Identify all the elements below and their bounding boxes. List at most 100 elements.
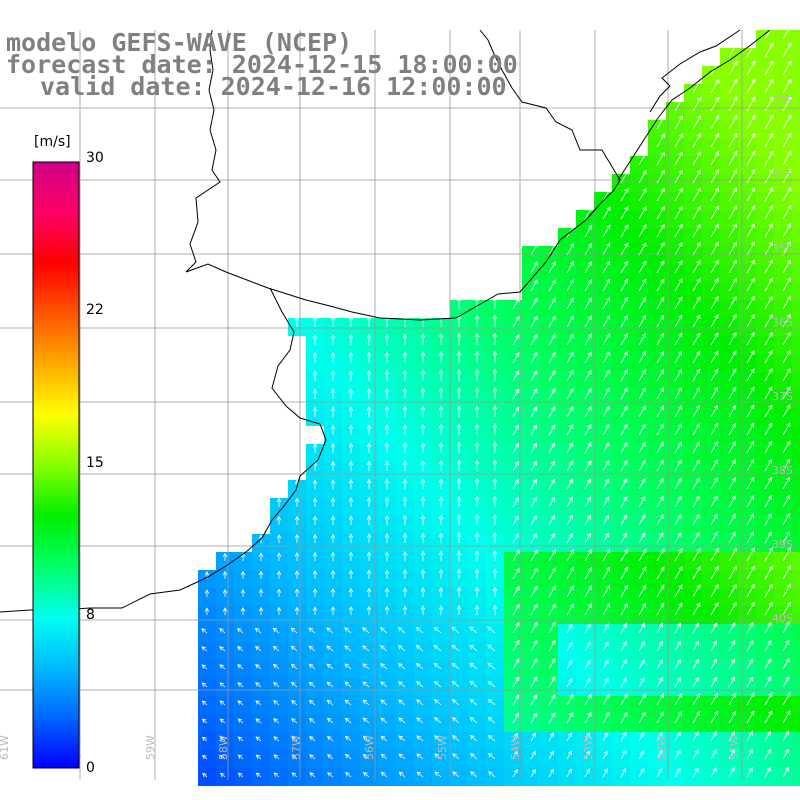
wind-arrow [548, 750, 554, 760]
wind-arrow [255, 736, 262, 742]
wind-arrow [584, 659, 591, 670]
latitude-label: 36S [772, 316, 793, 329]
wind-arrow [488, 771, 496, 778]
wind-arrow [674, 278, 683, 292]
wind-arrow [487, 644, 496, 652]
wind-arrow [366, 406, 372, 417]
wind-arrow [656, 584, 665, 598]
wind-arrow [204, 607, 210, 615]
model-title: modelo GEFS-WAVE (NCEP) [6, 28, 353, 57]
wind-arrow [656, 495, 664, 508]
wind-arrow [710, 350, 719, 364]
wind-arrow [656, 602, 665, 616]
wind-arrow [710, 296, 719, 310]
wind-arrow [584, 442, 592, 454]
wind-arrow [746, 313, 755, 328]
wind-arrow [782, 60, 792, 76]
wind-arrow [254, 645, 262, 652]
wind-arrow [656, 242, 665, 256]
wind-arrow [219, 736, 226, 742]
wind-arrow [584, 278, 592, 292]
wind-arrow [438, 369, 444, 381]
wind-arrow [728, 583, 737, 598]
wind-arrow [656, 350, 664, 364]
wind-arrow [456, 405, 462, 417]
wind-arrow [434, 753, 442, 760]
wind-arrow [692, 205, 701, 220]
wind-arrow [330, 587, 336, 597]
wind-arrow [348, 406, 354, 417]
wind-arrow [746, 601, 755, 616]
wind-arrow [728, 531, 736, 544]
wind-arrow [548, 496, 555, 508]
wind-arrow [764, 60, 774, 76]
wind-arrow [656, 169, 665, 184]
wind-arrow [402, 351, 408, 363]
wind-arrow [530, 333, 538, 346]
wind-arrow [566, 369, 574, 382]
wind-arrow [290, 663, 298, 670]
wind-arrow [398, 771, 406, 778]
wind-arrow [602, 278, 611, 292]
wind-arrow [255, 700, 262, 706]
wind-arrow [764, 531, 772, 544]
latitude-label: 34S [772, 168, 793, 181]
wind-arrow [692, 386, 701, 400]
field-cell [792, 696, 800, 714]
wind-arrow [584, 641, 591, 652]
wind-arrow [530, 657, 538, 670]
wind-arrow [656, 532, 664, 544]
wind-arrow [584, 585, 592, 598]
wind-arrow [398, 681, 406, 688]
wind-arrow [728, 547, 737, 562]
wind-arrow [273, 754, 280, 760]
wind-arrow [312, 515, 318, 525]
wind-arrow [530, 261, 538, 274]
wind-arrow [566, 693, 574, 706]
wind-arrow [638, 405, 646, 418]
wind-arrow [746, 114, 756, 130]
wind-arrow [746, 692, 755, 706]
wind-arrow [492, 550, 498, 561]
wind-arrow [451, 662, 460, 670]
wind-arrow [584, 496, 592, 508]
wind-arrow [620, 496, 628, 508]
wind-arrow [330, 606, 336, 615]
wind-arrow [620, 459, 628, 472]
wind-arrow [438, 314, 444, 327]
wind-arrow [237, 700, 244, 706]
wind-arrow [674, 513, 682, 526]
wind-arrow [456, 459, 462, 471]
wind-arrow [746, 422, 755, 436]
wind-arrow [674, 205, 683, 220]
grid-labels: 61W60W59W58W57W56W55W54W53W52W51W33S34S3… [0, 94, 793, 760]
wind-arrow [692, 223, 701, 238]
wind-arrow [402, 333, 408, 345]
wind-arrow [438, 387, 444, 399]
wind-arrow [746, 386, 755, 400]
wind-arrow [456, 423, 462, 435]
wind-arrow [746, 277, 755, 292]
wind-arrow [456, 369, 462, 381]
wind-arrow [420, 369, 426, 381]
wind-arrow [548, 694, 556, 706]
wind-arrow [402, 423, 408, 435]
wind-arrow [764, 313, 773, 328]
wind-arrow [656, 133, 665, 148]
wind-arrow [312, 606, 318, 615]
wind-arrow [638, 242, 647, 256]
wind-arrow [674, 133, 683, 148]
wind-arrow [602, 387, 610, 400]
wind-arrow [620, 532, 628, 544]
field-cell [792, 246, 800, 264]
wind-arrow [398, 717, 406, 724]
wind-arrow [530, 712, 538, 724]
wind-arrow [219, 682, 226, 688]
wind-arrow [415, 644, 424, 652]
wind-arrow [692, 441, 700, 454]
wind-arrow [656, 514, 664, 526]
wind-arrow [602, 478, 610, 490]
wind-arrow [222, 589, 228, 597]
wind-arrow [782, 494, 791, 508]
wind-arrow [656, 658, 663, 670]
